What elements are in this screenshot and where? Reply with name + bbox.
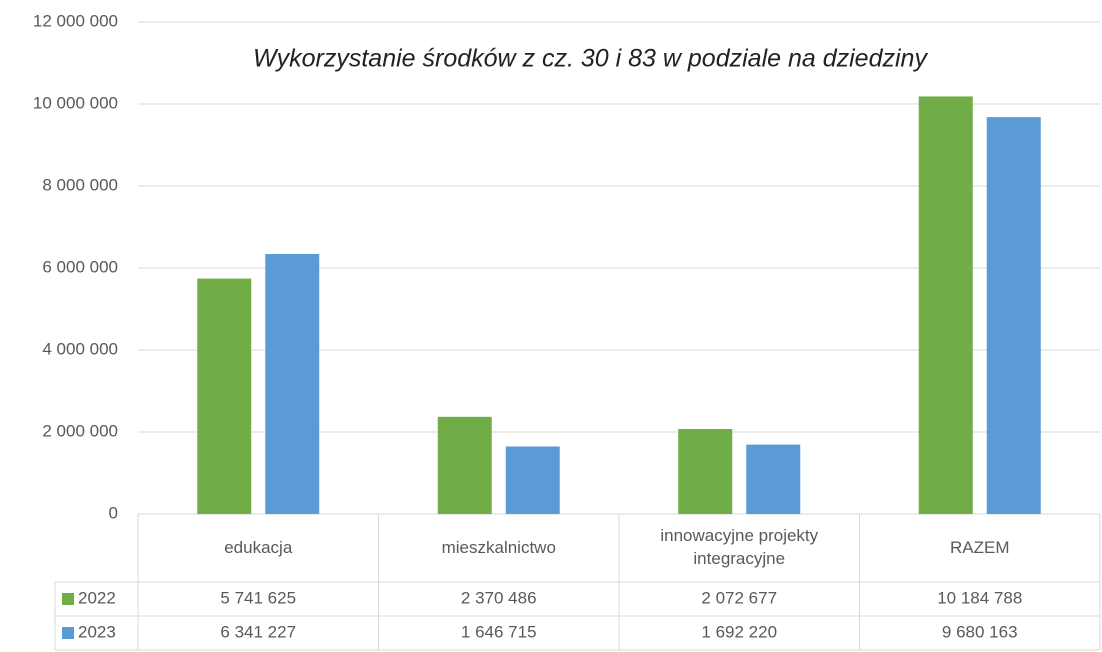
y-tick-label: 0 xyxy=(109,503,118,522)
legend-swatch xyxy=(62,593,74,605)
legend-label: 2022 xyxy=(78,588,116,607)
x-tick-label: edukacja xyxy=(224,537,293,557)
table-value: 1 646 715 xyxy=(461,622,537,641)
chart-title: Wykorzystanie środków z cz. 30 i 83 w po… xyxy=(253,45,928,73)
table-value: 2 370 486 xyxy=(461,588,537,607)
table-value: 10 184 788 xyxy=(937,588,1022,607)
bar xyxy=(437,416,492,514)
x-tick-label: innowacyjne projekty integracyjne xyxy=(660,526,819,568)
x-tick-label-box: innowacyjne projekty integracyjne xyxy=(660,526,819,568)
table-value: 9 680 163 xyxy=(942,622,1018,641)
bar xyxy=(986,117,1041,515)
y-tick-label: 4 000 000 xyxy=(42,339,118,358)
legend-swatch xyxy=(62,627,74,639)
table-value: 1 692 220 xyxy=(701,622,777,641)
y-tick-label: 2 000 000 xyxy=(42,421,118,440)
x-tick-label: mieszkalnictwo xyxy=(441,537,556,557)
bar xyxy=(678,429,733,514)
bar xyxy=(265,254,320,514)
x-tick-label-box: RAZEM xyxy=(950,537,1010,557)
bar xyxy=(505,446,560,514)
y-tick-label: 12 000 000 xyxy=(33,11,118,30)
table-value: 6 341 227 xyxy=(220,622,296,641)
table-value: 5 741 625 xyxy=(220,588,296,607)
legend-label: 2023 xyxy=(78,622,116,641)
bar xyxy=(197,278,252,514)
bar xyxy=(746,444,801,514)
bar xyxy=(918,96,973,514)
x-tick-label-box: mieszkalnictwo xyxy=(441,537,556,557)
y-tick-label: 8 000 000 xyxy=(42,175,118,194)
y-tick-label: 10 000 000 xyxy=(33,93,118,112)
y-tick-label: 6 000 000 xyxy=(42,257,118,276)
table-value: 2 072 677 xyxy=(701,588,777,607)
x-tick-label: RAZEM xyxy=(950,537,1010,557)
x-tick-label-box: edukacja xyxy=(224,537,293,557)
